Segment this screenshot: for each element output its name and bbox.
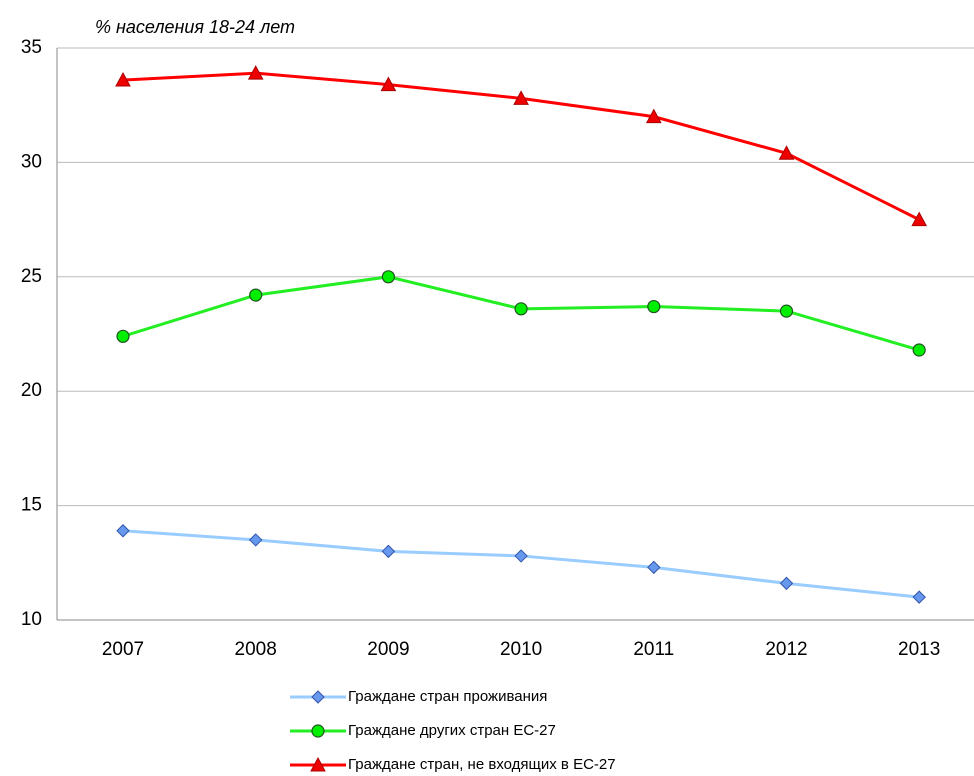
- marker: [645, 108, 662, 124]
- marker: [381, 270, 395, 284]
- x-tick-label: 2008: [235, 639, 277, 660]
- marker: [380, 76, 397, 92]
- marker: [911, 211, 928, 227]
- marker: [311, 724, 325, 738]
- marker: [247, 65, 264, 80]
- marker: [514, 549, 528, 563]
- x-tick-label: 2010: [500, 639, 542, 660]
- marker: [647, 299, 661, 314]
- marker: [778, 145, 795, 160]
- chart-title: % населения 18-24 лет: [95, 17, 295, 37]
- marker: [912, 343, 926, 357]
- marker: [779, 304, 794, 318]
- legend-label: Граждане стран проживания: [348, 688, 547, 705]
- marker: [248, 533, 263, 547]
- marker: [116, 524, 130, 538]
- x-tick-label: 2007: [102, 639, 144, 660]
- x-tick-label: 2011: [633, 639, 674, 660]
- marker: [249, 288, 263, 302]
- marker: [310, 756, 326, 772]
- legend-label: Граждане других стран ЕС-27: [348, 722, 556, 739]
- series-line: [122, 529, 920, 599]
- x-tick-label: 2013: [898, 639, 940, 660]
- marker: [912, 590, 926, 604]
- y-tick-label: 10: [21, 609, 42, 630]
- marker: [311, 690, 325, 704]
- marker: [513, 90, 529, 105]
- marker: [381, 544, 396, 559]
- x-tick-label: 2012: [765, 639, 807, 660]
- y-tick-label: 30: [21, 151, 42, 172]
- y-tick-label: 15: [21, 495, 42, 516]
- x-tick-label: 2009: [367, 639, 409, 660]
- y-tick-label: 25: [21, 266, 42, 287]
- y-tick-label: 20: [21, 380, 42, 401]
- legend-label: Граждане стран, не входящих в ЕС-27: [348, 756, 616, 773]
- marker: [779, 576, 794, 591]
- marker: [514, 302, 528, 316]
- y-tick-label: 35: [21, 37, 42, 58]
- marker: [647, 560, 661, 575]
- marker: [116, 329, 130, 343]
- legend: Граждане стран проживания Граждане других…: [290, 688, 616, 773]
- marker: [115, 71, 131, 87]
